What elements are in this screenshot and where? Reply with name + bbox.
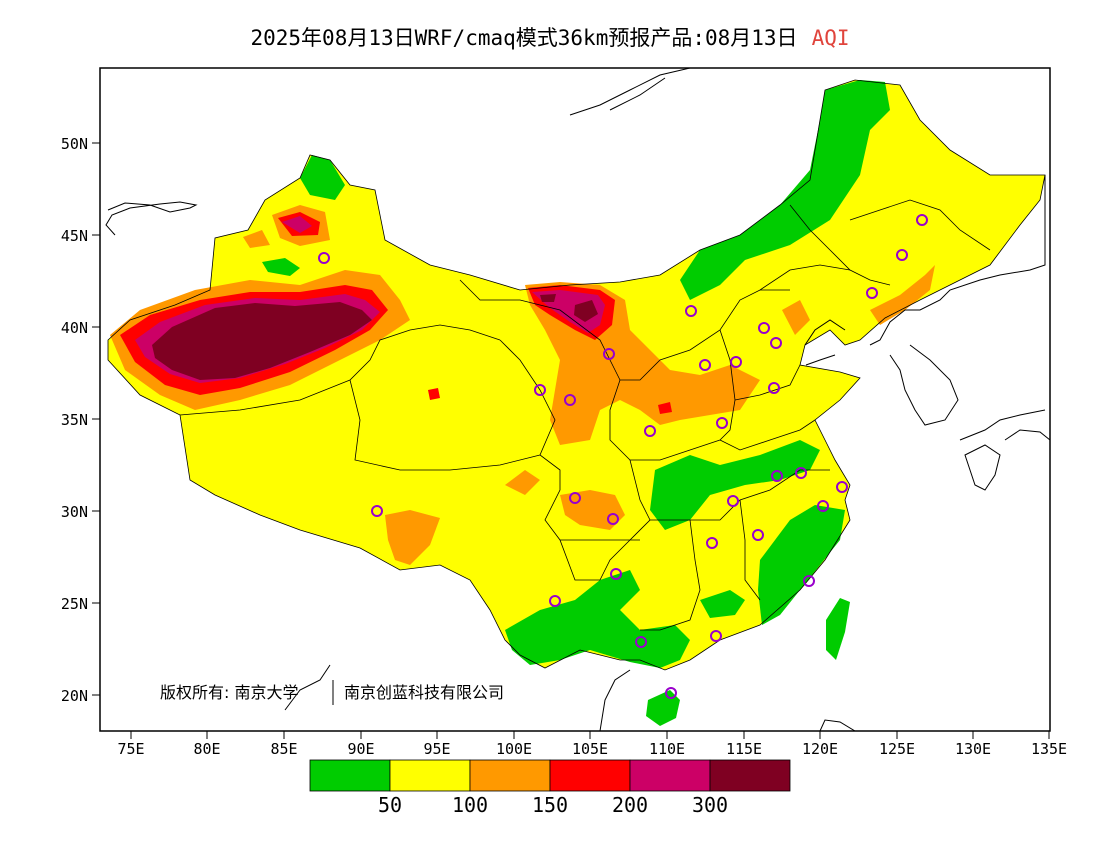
lat-label: 25N xyxy=(61,595,88,613)
aqi-region-hazardous-taklimakan xyxy=(152,302,372,380)
station-marker xyxy=(710,630,722,642)
station-marker xyxy=(635,636,647,648)
station-marker xyxy=(817,500,829,512)
station-marker xyxy=(803,575,815,587)
aqi-region-orange-qinghai xyxy=(505,470,540,495)
aqi-region-orange-dzungaria xyxy=(243,230,270,248)
aqi-region-good-guangxi xyxy=(700,590,745,618)
title-main: 2025年08月13日WRF/cmaq模式36km预报产品:08月13日 xyxy=(250,26,798,50)
lat-label: 50N xyxy=(61,135,88,153)
aqi-region-red-spot-2 xyxy=(658,402,672,414)
lon-label: 105E xyxy=(572,740,608,758)
colorbar-label: 300 xyxy=(692,793,728,817)
aqi-region-hazardous-alxa xyxy=(540,294,556,302)
station-marker xyxy=(770,337,782,349)
station-marker xyxy=(836,481,848,493)
lon-label: 80E xyxy=(193,740,220,758)
aqi-region-hainan xyxy=(646,690,680,726)
province-borders xyxy=(107,79,1046,671)
station-markers xyxy=(318,214,928,699)
colorbar-label: 100 xyxy=(452,793,488,817)
aqi-region-purple-jungar xyxy=(282,216,312,233)
station-marker xyxy=(866,287,878,299)
station-marker xyxy=(752,529,764,541)
title-variable: AQI xyxy=(811,26,850,50)
lon-label: 75E xyxy=(117,740,144,758)
station-marker xyxy=(569,492,581,504)
lat-label: 20N xyxy=(61,687,88,705)
station-marker xyxy=(564,394,576,406)
lon-label: 120E xyxy=(802,740,838,758)
colorbar-swatch-very-unhealthy xyxy=(629,759,711,792)
station-marker xyxy=(716,417,728,429)
station-marker xyxy=(603,348,615,360)
colorbar-swatch-unhealthy xyxy=(549,759,631,792)
station-marker xyxy=(644,425,656,437)
station-marker xyxy=(727,495,739,507)
station-marker xyxy=(549,595,561,607)
station-marker xyxy=(371,505,383,517)
station-marker xyxy=(318,252,330,264)
station-marker xyxy=(730,356,742,368)
lat-label: 30N xyxy=(61,503,88,521)
station-marker xyxy=(916,214,928,226)
station-marker xyxy=(896,249,908,261)
station-marker xyxy=(758,322,770,334)
coastlines xyxy=(105,68,1050,731)
lon-label: 90E xyxy=(347,740,374,758)
colorbar-swatch-moderate xyxy=(389,759,471,792)
lat-label: 40N xyxy=(61,319,88,337)
colorbar-label: 200 xyxy=(612,793,648,817)
aqi-region-good-altai xyxy=(300,155,345,200)
aqi-region-good-tianshan xyxy=(262,258,300,276)
credit-left: 版权所有: 南京大学 xyxy=(160,683,298,702)
aqi-region-hazardous-alxa-2 xyxy=(574,300,598,322)
lon-label: 100E xyxy=(496,740,532,758)
map-plot-area: 版权所有: 南京大学 南京创蓝科技有限公司 xyxy=(105,68,1050,731)
colorbar-label: 150 xyxy=(532,793,568,817)
station-marker xyxy=(771,470,783,482)
aqi-region-good-central xyxy=(650,440,820,530)
lon-label: 95E xyxy=(423,740,450,758)
lon-label: 135E xyxy=(1031,740,1067,758)
aqi-region-orange-hebei xyxy=(782,300,810,335)
colorbar: 50 100 150 200 300 xyxy=(309,759,791,817)
aqi-region-orange-liaoning xyxy=(870,265,935,325)
aqi-region-good-southeast xyxy=(758,505,845,625)
colorbar-swatch-hazardous xyxy=(709,759,791,792)
station-marker xyxy=(706,537,718,549)
lat-label: 45N xyxy=(61,227,88,245)
map-frame xyxy=(99,67,1051,732)
station-marker xyxy=(607,513,619,525)
station-marker xyxy=(534,384,546,396)
station-marker xyxy=(699,359,711,371)
lat-label: 35N xyxy=(61,411,88,429)
colorbar-swatch-good xyxy=(309,759,391,792)
station-marker xyxy=(795,467,807,479)
lon-label: 115E xyxy=(726,740,762,758)
lon-label: 130E xyxy=(955,740,991,758)
lon-label: 125E xyxy=(879,740,915,758)
lat-axis: 50N 45N 40N 35N 30N 25N 20N xyxy=(61,135,100,705)
station-marker xyxy=(685,305,697,317)
lon-label: 110E xyxy=(649,740,685,758)
aqi-region-good-northeast xyxy=(680,80,890,300)
credit-right: 南京创蓝科技有限公司 xyxy=(344,683,504,702)
aqi-region-orange-tibet xyxy=(385,510,440,565)
map-title: 2025年08月13日WRF/cmaq模式36km预报产品:08月13日 AQI xyxy=(0,22,1100,52)
lon-label: 85E xyxy=(270,740,297,758)
station-marker xyxy=(665,687,677,699)
colorbar-swatch-sensitive xyxy=(469,759,551,792)
aqi-region-good-south xyxy=(505,570,690,668)
station-marker xyxy=(768,382,780,394)
lon-axis: 75E 80E 85E 90E 95E 100E 105E 110E 115E … xyxy=(117,731,1067,758)
aqi-region-taiwan xyxy=(826,598,850,660)
station-marker xyxy=(610,568,622,580)
colorbar-label: 50 xyxy=(378,793,402,817)
aqi-region-red-spot-1 xyxy=(428,388,440,400)
